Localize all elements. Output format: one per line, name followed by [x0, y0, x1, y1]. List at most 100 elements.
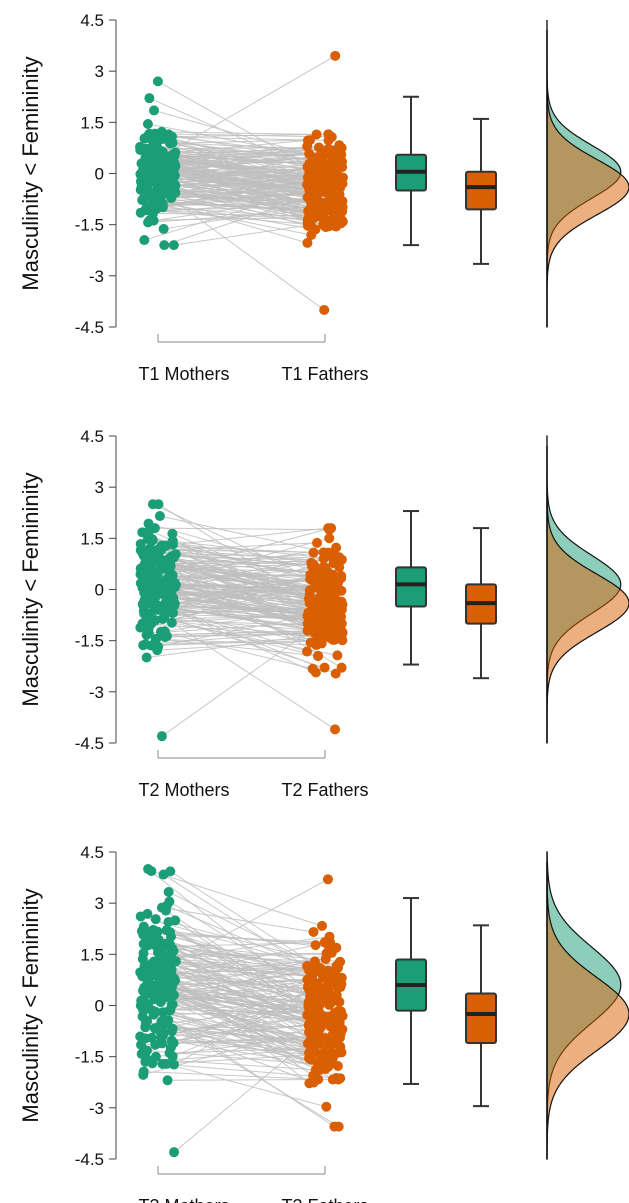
pair-line: [152, 552, 334, 560]
father-point: [335, 1028, 346, 1039]
pair-line: [157, 639, 333, 651]
pair-line: [164, 196, 308, 246]
pair-line: [161, 907, 314, 933]
mother-point: [149, 578, 160, 589]
pair-line: [161, 131, 317, 135]
father-point: [308, 926, 319, 937]
pair-lines: [140, 503, 343, 737]
mother-point: [141, 969, 152, 980]
pair-line: [150, 623, 331, 639]
pair-line: [153, 175, 315, 192]
y-tick-label: -3: [89, 1099, 104, 1118]
y-tick-label: -3: [89, 267, 104, 286]
pair-line: [153, 109, 321, 159]
pair-line: [155, 148, 322, 167]
x-tick-label: T1 Fathers: [281, 364, 368, 384]
mother-point: [147, 499, 158, 510]
y-tick-label: -1.5: [75, 632, 104, 651]
father-point: [314, 1064, 325, 1075]
y-tick-label: 1.5: [80, 529, 104, 548]
pair-line: [170, 172, 333, 209]
x-tick-label: T3 Mothers: [138, 1196, 229, 1203]
pair-line: [159, 515, 335, 555]
mother-point: [151, 599, 162, 610]
father-point: [302, 646, 313, 657]
mother-point: [153, 153, 164, 164]
mother-point: [157, 1058, 168, 1069]
y-tick-label: -4.5: [75, 734, 104, 753]
pair-line: [156, 542, 318, 552]
pair-line: [155, 1035, 314, 1058]
mother-point: [143, 623, 154, 634]
father-point: [314, 1023, 325, 1034]
father-point: [312, 210, 323, 221]
pair-line: [159, 134, 311, 177]
pair-line: [173, 950, 310, 991]
father-point: [327, 1030, 338, 1041]
mother-point: [159, 611, 170, 622]
pair-line: [169, 527, 332, 572]
mother-point: [166, 999, 177, 1010]
pair-line: [162, 566, 321, 608]
pair-line: [152, 1062, 337, 1079]
mother-point: [152, 76, 163, 87]
y-tick-label: -1.5: [75, 216, 104, 235]
mother-point: [135, 538, 146, 549]
mothers-boxplot: [395, 510, 427, 666]
mother-point: [138, 1069, 149, 1080]
father-point: [329, 608, 340, 619]
father-point: [327, 634, 338, 645]
pair-line: [170, 936, 314, 972]
pair-line: [157, 178, 323, 209]
father-point: [302, 162, 313, 173]
fathers-boxplot: [465, 117, 497, 265]
y-tick-label: -4.5: [75, 318, 104, 337]
x-tick-label: T1 Mothers: [138, 364, 229, 384]
pair-line: [157, 574, 332, 584]
fathers-boxplot: [465, 527, 497, 680]
mother-point: [147, 547, 158, 558]
mother-point: [143, 999, 154, 1010]
mother-point: [152, 645, 163, 656]
mother-point: [163, 1015, 174, 1026]
father-point: [336, 142, 347, 153]
father-point: [322, 581, 333, 592]
mother-point: [146, 1032, 157, 1043]
mother-point: [170, 549, 181, 560]
panel-1: 4.5 3 1.5 0 -1.5 -3 -4.5 Masculinity < Feminini…: [18, 11, 629, 384]
father-point: [330, 724, 341, 735]
mother-point: [142, 608, 153, 619]
mother-point: [149, 1023, 160, 1034]
mother-point: [164, 565, 175, 576]
mother-point: [165, 927, 176, 938]
y-axis-label: Masculinity < Femininity: [18, 472, 43, 706]
mother-point: [170, 180, 181, 191]
box-iqr: [465, 170, 497, 211]
mother-point: [159, 240, 170, 251]
mothers-boxplot: [395, 897, 427, 1085]
mother-point: [168, 945, 179, 956]
father-point: [314, 1013, 325, 1024]
mother-point: [135, 578, 146, 589]
pair-lines: [140, 868, 343, 1153]
y-tick-label: -4.5: [75, 1150, 104, 1169]
pair-line: [157, 878, 329, 972]
mother-point: [136, 926, 147, 937]
pair-line: [165, 579, 314, 627]
pair-line: [168, 891, 336, 976]
pair-line: [158, 55, 336, 159]
mother-point: [136, 182, 147, 193]
mother-point: [135, 622, 146, 633]
pair-line: [155, 638, 317, 646]
mother-point: [149, 138, 160, 149]
y-tick-label: 0: [95, 997, 104, 1016]
pair-line: [156, 638, 319, 657]
pair-line: [155, 1011, 319, 1041]
pair-line: [158, 548, 313, 630]
mother-point: [143, 864, 154, 875]
y-tick-label: 0: [95, 581, 104, 600]
father-point: [302, 192, 313, 203]
father-point: [304, 135, 315, 146]
pair-line: [162, 605, 317, 673]
pair-line: [143, 637, 320, 646]
